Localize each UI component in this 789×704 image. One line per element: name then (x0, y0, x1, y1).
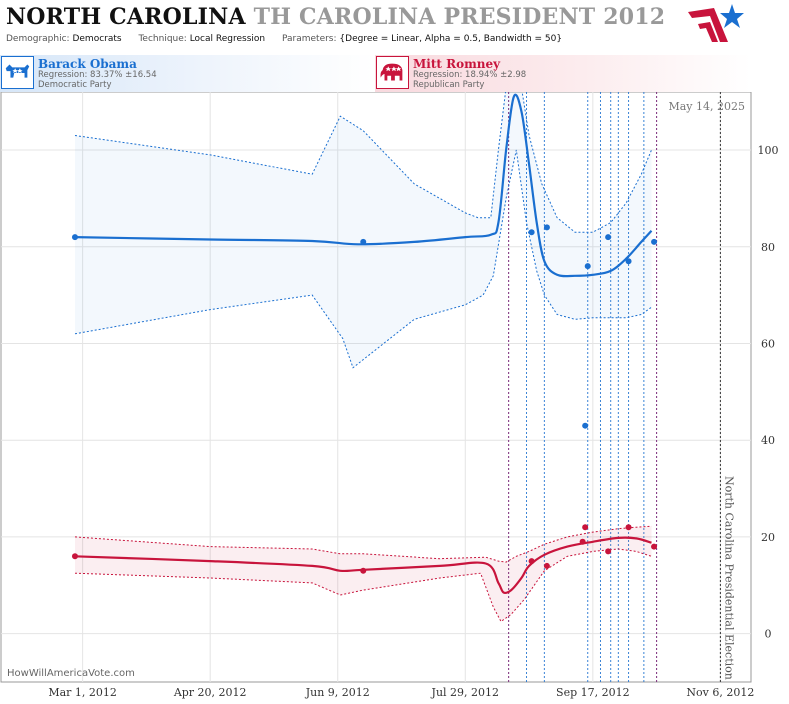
candidate-obama: Barack Obama Regression: 83.37% ±16.54 D… (0, 55, 375, 92)
regression-line (74, 536, 652, 595)
candidate-name: Barack Obama (38, 57, 137, 71)
x-tick-label: Apr 20, 2012 (173, 686, 247, 699)
y-tick-label: 60 (761, 337, 775, 350)
title-state: NORTH CAROLINA (6, 4, 246, 30)
poll-point (71, 234, 78, 241)
parameters-value: {Degree = Linear, Alpha = 0.5, Bandwidth… (339, 34, 563, 44)
plot-area (0, 92, 752, 683)
poll-point (625, 524, 632, 531)
technique-value: Local Regression (189, 34, 266, 44)
lower-bound-line (74, 548, 652, 623)
y-tick-label: 80 (761, 241, 775, 254)
candidate-name: Mitt Romney (413, 57, 501, 71)
poll-point (625, 258, 632, 265)
candidate-party: Democratic Party (38, 80, 112, 90)
x-tick-label: Sep 17, 2012 (556, 686, 630, 699)
poll-point (71, 553, 78, 560)
elephant-icon (376, 56, 409, 89)
election-label: North Carolina Presidential Election (722, 476, 735, 680)
confidence-band (75, 526, 652, 622)
series-obama (71, 92, 658, 429)
confidence-band (75, 92, 652, 368)
y-tick-label: 0 (765, 628, 772, 641)
poll-point (651, 543, 658, 550)
upper-bound-line (74, 92, 652, 233)
poll-point (579, 538, 586, 545)
chart-parameters: Demographic: Democrats Technique: Local … (6, 34, 576, 44)
star-swoosh-logo-icon (688, 4, 744, 42)
poll-point (528, 558, 535, 565)
candidate-party: Republican Party (413, 80, 485, 90)
title-race: TH CAROLINA PRESIDENT 2012 (253, 4, 666, 30)
poll-point (360, 238, 367, 245)
candidate-regression: Regression: 18.94% ±2.98 (413, 70, 527, 80)
lower-bound-line (74, 149, 652, 369)
poll-point (543, 562, 550, 569)
poll-point (605, 548, 612, 555)
technique-label: Technique: (138, 34, 187, 44)
chart-header: NORTH CAROLINA TH CAROLINA PRESIDENT 201… (0, 0, 789, 50)
poll-point (582, 422, 589, 429)
chart-title: NORTH CAROLINA TH CAROLINA PRESIDENT 201… (6, 4, 665, 30)
demographic-value: Democrats (72, 34, 122, 44)
poll-point (582, 524, 589, 531)
y-tick-label: 40 (761, 434, 775, 447)
regression-line (74, 93, 653, 278)
parameters-label: Parameters: (281, 34, 337, 44)
x-tick-label: Nov 6, 2012 (686, 686, 754, 699)
y-tick-label: 100 (758, 144, 779, 157)
series-romney (71, 524, 658, 623)
x-tick-label: Jul 29, 2012 (431, 686, 500, 699)
poll-point (605, 234, 612, 241)
y-tick-label: 20 (761, 531, 775, 544)
x-tick-label: Mar 1, 2012 (48, 686, 117, 699)
poll-point (528, 229, 535, 236)
x-tick-label: Jun 9, 2012 (305, 686, 370, 699)
date-stamp: May 14, 2025 (668, 100, 745, 113)
watermark: HowWillAmericaVote.com (7, 668, 135, 679)
poll-point (651, 238, 658, 245)
regression-chart: 0 20 40 60 80 100 Mar 1, 2012 Apr 20, 2012 Jun 9… (0, 92, 779, 699)
upper-bound-line (74, 525, 652, 563)
poll-point (543, 224, 550, 231)
candidate-regression: Regression: 83.37% ±16.54 (38, 70, 157, 80)
poll-point (584, 263, 591, 270)
poll-point (360, 567, 367, 574)
candidate-romney: Mitt Romney Regression: 18.94% ±2.98 Rep… (375, 55, 751, 92)
demographic-label: Demographic: (6, 34, 70, 44)
donkey-icon (1, 56, 34, 89)
